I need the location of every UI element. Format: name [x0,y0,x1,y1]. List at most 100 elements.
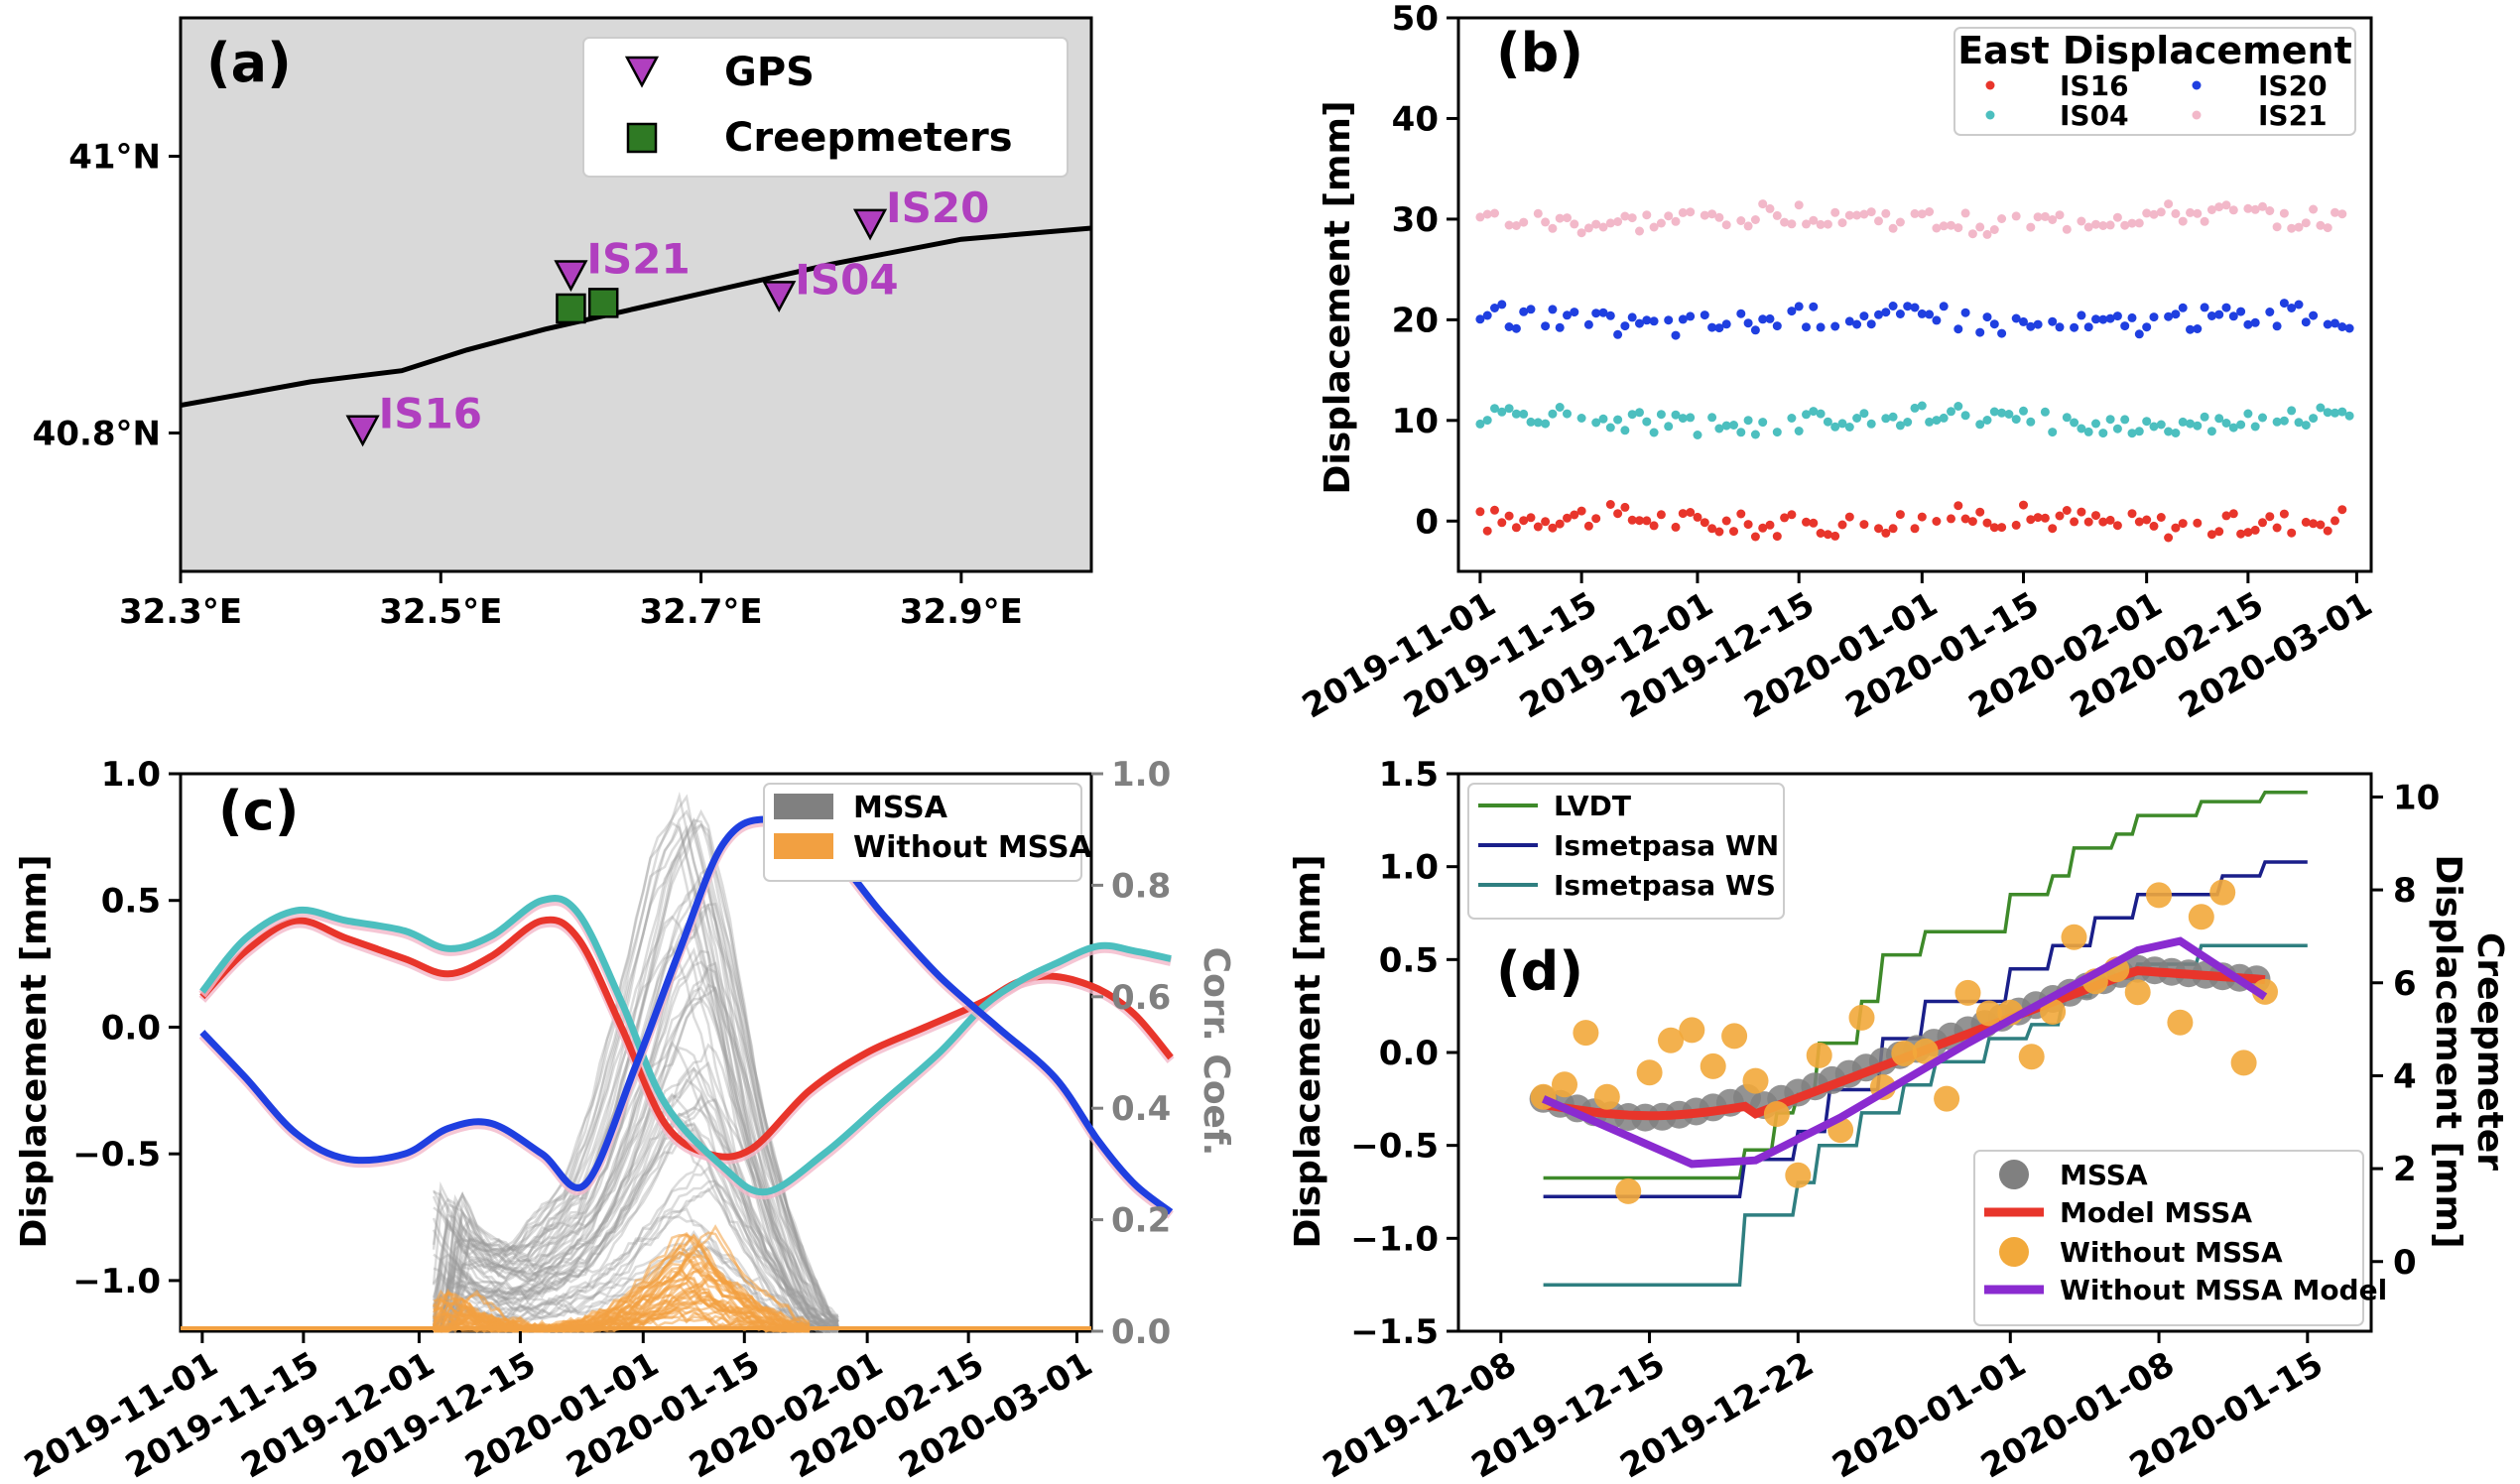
point-is16-44 [1816,529,1826,538]
point-is20-53 [1917,309,1927,318]
legend-creep-marker [626,122,658,154]
point-is21-99 [2258,201,2267,211]
point-is20-84 [2186,324,2195,334]
point-is20-34 [1758,314,1768,324]
point-is16-61 [1975,507,1985,517]
point-is20-100 [2309,310,2319,320]
point-is16-15 [1583,521,1593,531]
creepmeter-marker-2 [587,288,619,318]
point-is20-73 [2098,314,2108,324]
a-ytick-label: 41°N [68,138,161,178]
nomssa-point [1573,1020,1599,1047]
point-is16-96 [2258,518,2267,528]
point-is20-104 [2344,323,2354,333]
point-is04-29 [1707,413,1717,423]
c-line-1 [199,895,1172,1196]
point-is20-18 [1620,321,1630,331]
nomssa-point [2167,1009,2194,1036]
point-is16-89 [2206,530,2216,540]
point-is20-0 [1475,314,1485,324]
a-xtick-label: 32.5°E [379,592,502,632]
d-ytick-right-label: 0 [2393,1243,2417,1283]
point-is21-85 [2149,209,2159,219]
point-is04-96 [2236,420,2246,430]
b-data-points [1475,199,2354,543]
point-is20-68 [2055,322,2065,332]
point-is04-82 [2134,427,2144,436]
point-is20-67 [2048,316,2058,326]
point-is21-26 [1678,207,1688,217]
point-is21-102 [2279,208,2289,218]
point-is21-39 [1787,219,1797,229]
point-is04-100 [2272,417,2282,427]
point-is21-96 [2228,205,2238,215]
point-is21-97 [2243,203,2253,213]
point-is16-24 [1656,510,1666,520]
point-is16-16 [1591,514,1601,524]
point-is04-49 [1866,419,1876,429]
point-is20-28 [1707,322,1717,332]
point-is21-107 [2316,220,2326,230]
point-is21-82 [2127,218,2137,228]
point-is04-47 [1852,414,1862,423]
point-is04-4 [1504,404,1514,414]
point-is21-13 [1583,223,1593,233]
point-is16-65 [2011,520,2021,530]
point-is16-74 [2077,507,2086,517]
a-ytick-label: 40.8°N [33,415,161,454]
point-is04-27 [1686,413,1696,423]
point-is20-15 [1598,308,1608,317]
point-is04-107 [2323,408,2332,418]
point-is20-14 [1591,309,1601,318]
point-is21-89 [2178,216,2188,226]
point-is16-88 [2193,518,2203,528]
point-is20-44 [1852,319,1862,329]
corr-mssa-curve-59 [432,946,839,1329]
point-is20-58 [1960,308,1970,317]
point-is16-30 [1707,524,1717,534]
point-is20-2 [1490,304,1499,312]
point-is04-87 [2171,429,2181,437]
point-is04-2 [1490,404,1499,414]
fault-trace [180,225,1092,409]
nomssa-point [1615,1177,1642,1204]
point-is21-108 [2323,223,2332,233]
point-is21-56 [1917,209,1927,219]
point-is20-24 [1671,330,1681,340]
point-is21-55 [1910,208,1920,218]
legend-b-is04: IS04 [2060,99,2129,132]
point-is21-58 [1932,223,1942,233]
point-is16-83 [2149,521,2159,531]
point-is16-14 [1576,506,1586,516]
point-is16-97 [2265,512,2275,522]
point-is20-71 [2083,322,2093,332]
point-is16-29 [1700,518,1709,528]
corr-mssa-curve-38 [432,915,838,1333]
point-is04-57 [1932,416,1942,426]
point-is04-20 [1635,408,1644,418]
d-ytick-label: 0.0 [1379,1034,1439,1073]
point-is16-26 [1678,509,1688,519]
point-is20-39 [1802,322,1811,332]
point-is04-28 [1693,431,1702,439]
ylabel-d-right-2: Displacement [mm] [2428,854,2468,1248]
c-ytick-right-label: 1.0 [1111,755,1171,795]
point-is20-5 [1511,323,1521,333]
point-is20-63 [2011,313,2021,323]
point-is04-66 [2004,410,2014,419]
gps-markers: IS16 IS21 IS04 IS20 [345,184,989,447]
point-is16-86 [2171,523,2181,533]
point-is21-98 [2250,204,2260,214]
gps-marker-is21 [554,260,588,293]
point-is20-4 [1504,322,1514,331]
point-is04-60 [1953,402,1963,411]
point-is04-58 [1939,413,1949,423]
point-is21-83 [2134,218,2144,228]
nomssa-point [1658,1027,1684,1053]
legend-gps-label: GPS [724,50,815,95]
point-is21-59 [1939,221,1949,231]
point-is20-64 [2019,316,2028,326]
legend-b-is20: IS20 [2258,69,2328,102]
point-is16-75 [2083,517,2093,527]
point-is21-69 [2026,222,2036,232]
